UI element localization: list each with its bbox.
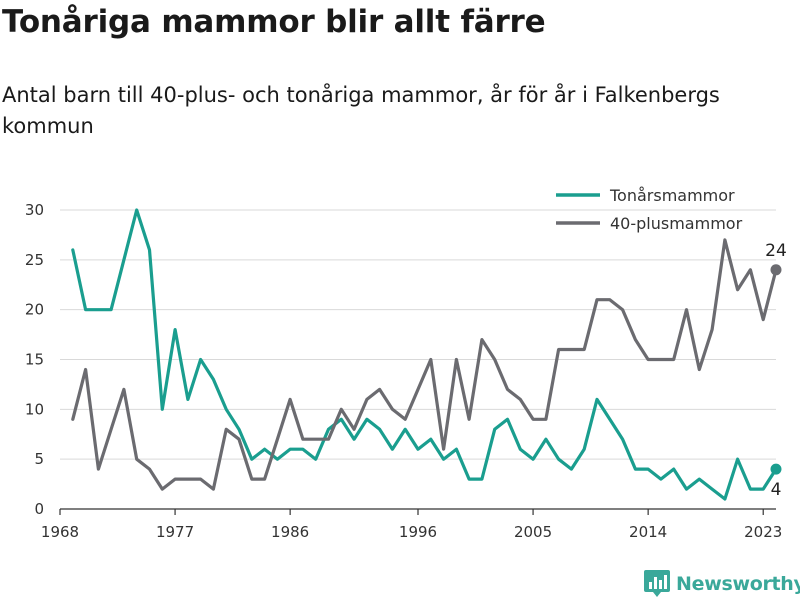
end-point bbox=[770, 463, 782, 475]
legend-label: 40-plusmammor bbox=[610, 214, 743, 233]
bar-chart-icon bbox=[644, 570, 670, 597]
legend: Tonårsmammor 40-plusmammor bbox=[556, 186, 743, 233]
x-tick-label: 1968 bbox=[41, 523, 79, 541]
series-lines: 4 24 bbox=[71, 208, 787, 501]
y-tick-label: 10 bbox=[25, 400, 44, 418]
chart-title: Tonåriga mammor blir allt färre bbox=[2, 4, 546, 40]
x-tick-label: 2023 bbox=[744, 523, 782, 541]
brand-name: Newsworthy bbox=[676, 573, 800, 595]
chart-subtitle: Antal barn till 40-plus- och tonåriga ma… bbox=[2, 83, 720, 138]
y-tick-label: 30 bbox=[25, 201, 44, 219]
x-tick-label: 1977 bbox=[156, 523, 194, 541]
brand-logo: Newsworthy bbox=[644, 570, 800, 598]
series-line-40-plusmammor bbox=[71, 238, 778, 491]
y-tick-label: 25 bbox=[25, 251, 44, 269]
y-tick-label: 20 bbox=[25, 301, 44, 319]
y-tick-label: 0 bbox=[34, 500, 44, 518]
y-tick-label: 15 bbox=[25, 351, 44, 369]
y-tick-label: 5 bbox=[34, 450, 44, 468]
end-point bbox=[770, 264, 782, 276]
x-tick-label: 1996 bbox=[399, 523, 437, 541]
x-tick-label: 2014 bbox=[629, 523, 667, 541]
x-tick-label: 2005 bbox=[514, 523, 552, 541]
x-axis: 1968 1977 1986 1996 2005 2014 2023 bbox=[41, 508, 782, 541]
legend-label: Tonårsmammor bbox=[609, 186, 735, 205]
series-line-tonarsmammor bbox=[71, 208, 778, 501]
end-value-label: 24 bbox=[765, 241, 787, 261]
end-value-label: 4 bbox=[771, 480, 782, 500]
gridlines bbox=[60, 209, 776, 460]
y-axis: 0 5 10 15 20 25 30 bbox=[25, 201, 44, 518]
x-tick-label: 1986 bbox=[271, 523, 309, 541]
